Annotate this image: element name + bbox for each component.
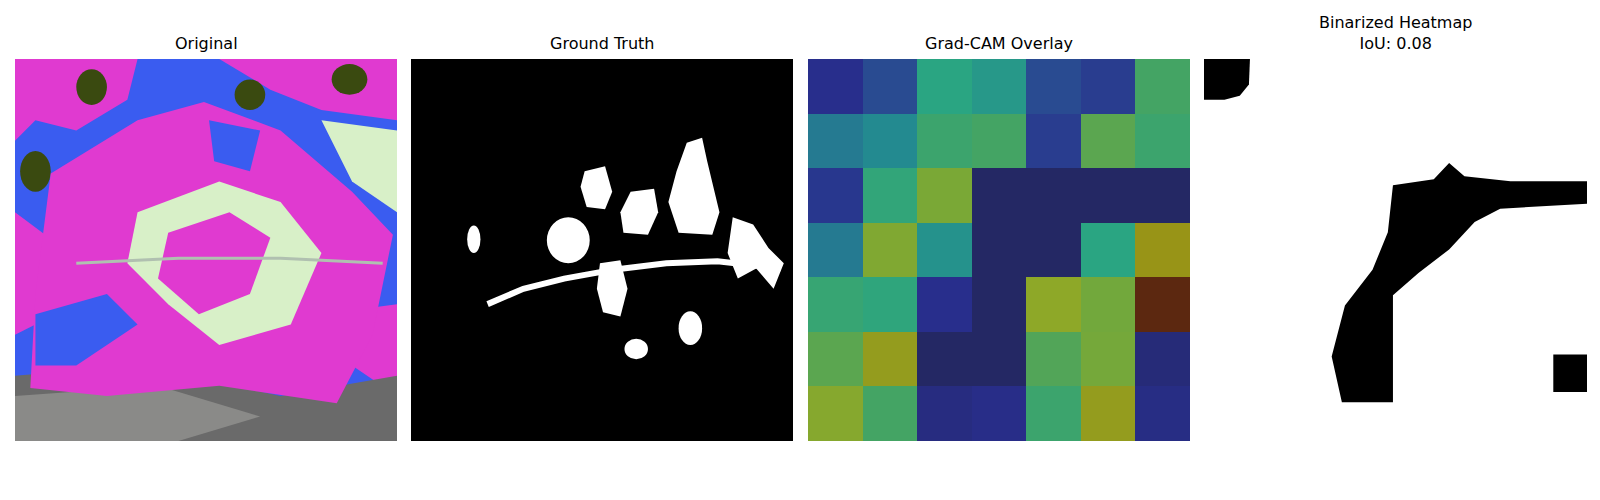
svg-text:Binarized HeatmapIoU: 0.08: Binarized HeatmapIoU: 0.08 bbox=[1319, 13, 1472, 53]
svg-text:Ground Truth: Ground Truth bbox=[550, 34, 655, 53]
svg-text:Original: Original bbox=[175, 34, 238, 53]
svg-text:Grad-CAM Overlay: Grad-CAM Overlay bbox=[925, 34, 1073, 53]
